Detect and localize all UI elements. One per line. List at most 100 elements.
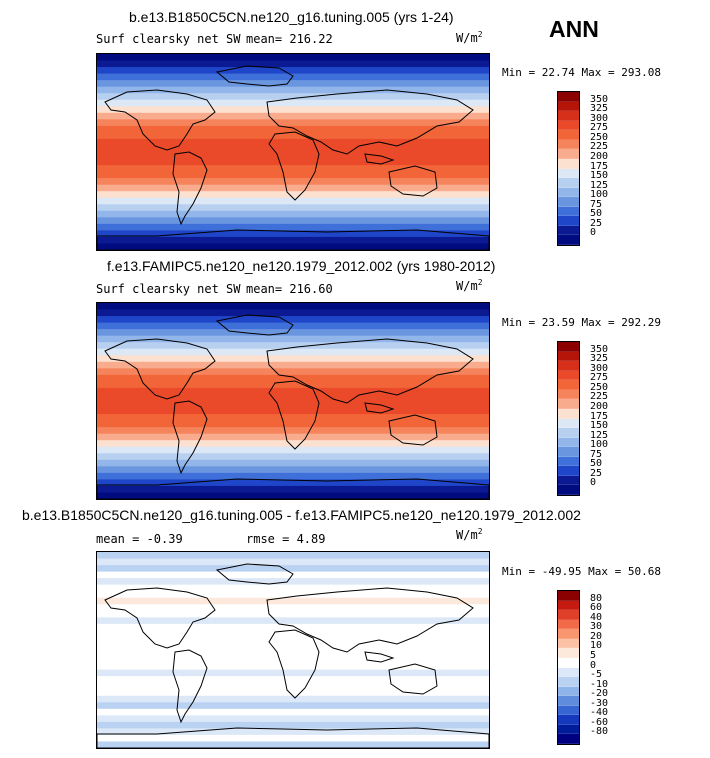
field-band: [97, 604, 489, 612]
colorbar-swatch: [558, 629, 579, 639]
colorbar-tick-label: 0: [590, 477, 597, 489]
field-band: [97, 394, 489, 402]
field-band: [97, 656, 489, 664]
colorbar-swatch: [558, 225, 579, 236]
field-band: [97, 584, 489, 592]
coastline: [97, 727, 489, 748]
field-band: [97, 132, 489, 140]
colorbar-tick-label: 25: [590, 217, 603, 229]
colorbar-swatch: [558, 389, 579, 400]
field-band: [97, 119, 489, 127]
field-band: [97, 342, 489, 350]
field-band: [97, 741, 489, 748]
panel-1-mean: mean= 216.22: [246, 32, 333, 46]
panel-3-units: W/m2: [456, 527, 483, 542]
colorbar-swatch: [558, 235, 579, 245]
coastline: [215, 563, 294, 585]
field-band: [97, 54, 489, 62]
field-band: [97, 676, 489, 684]
field-band: [97, 106, 489, 114]
colorbar-swatch: [558, 705, 579, 716]
colorbar-swatch: [558, 485, 579, 495]
field-band: [97, 446, 489, 454]
colorbar-swatch: [558, 418, 579, 429]
colorbar-tick-label: 175: [590, 410, 609, 422]
field-band: [97, 73, 489, 81]
field-band: [97, 492, 489, 499]
panel-3-map-svg: [97, 552, 489, 748]
colorbar-tick-label: 10: [590, 640, 603, 652]
field-band: [97, 721, 489, 729]
colorbar-swatch: [558, 600, 579, 611]
field-band: [97, 479, 489, 487]
panel-1-colorbar: [557, 91, 580, 246]
field-band: [97, 728, 489, 736]
panel-1-title: b.e13.B1850C5CN.ne120_g16.tuning.005 (yr…: [129, 9, 454, 25]
field-band: [97, 67, 489, 75]
colorbar-tick-label: 300: [590, 112, 609, 124]
coastline: [266, 89, 474, 155]
colorbar-swatch: [558, 466, 579, 476]
field-band: [97, 414, 489, 422]
coastline: [388, 414, 438, 446]
field-band: [97, 303, 489, 311]
colorbar-swatch: [558, 667, 579, 678]
field-band: [97, 112, 489, 120]
colorbar-swatch: [558, 168, 579, 179]
field-band: [97, 420, 489, 428]
field-band: [97, 715, 489, 723]
colorbar-swatch: [558, 206, 579, 217]
panel-1-units: W/m2: [456, 30, 483, 45]
colorbar-tick-label: 0: [590, 659, 597, 671]
colorbar-swatch: [558, 111, 579, 121]
colorbar-tick-label: 60: [590, 602, 603, 614]
field-band: [97, 571, 489, 579]
coastline: [268, 629, 320, 699]
coastline: [97, 478, 489, 499]
field-band: [97, 552, 489, 560]
colorbar-tick-label: -80: [590, 726, 609, 738]
field-band: [97, 669, 489, 677]
colorbar-swatch: [558, 696, 579, 706]
colorbar-swatch: [558, 638, 579, 649]
panel-2-map: [96, 302, 490, 500]
field-band: [97, 558, 489, 566]
panel-2-units: W/m2: [456, 278, 483, 293]
colorbar-swatch: [558, 734, 579, 744]
colorbar-swatch: [558, 437, 579, 448]
colorbar-swatch: [558, 92, 579, 102]
colorbar-tick-label: 150: [590, 420, 609, 432]
coastline: [104, 338, 216, 400]
colorbar-swatch: [558, 456, 579, 467]
colorbar-swatch: [558, 408, 579, 419]
field-band: [97, 223, 489, 231]
colorbar-swatch: [558, 610, 579, 620]
field-band: [97, 158, 489, 166]
colorbar-swatch: [558, 101, 579, 112]
field-band: [97, 689, 489, 697]
field-band: [97, 230, 489, 238]
colorbar-tick-label: 125: [590, 179, 609, 191]
colorbar-tick-label: -5: [590, 669, 603, 681]
colorbar-tick-label: 275: [590, 372, 609, 384]
colorbar-swatch: [558, 370, 579, 381]
colorbar-tick-label: -60: [590, 716, 609, 728]
field-band: [97, 407, 489, 415]
colorbar-tick-label: 100: [590, 189, 609, 201]
colorbar-swatch: [558, 351, 579, 362]
colorbar-tick-label: 75: [590, 448, 603, 460]
field-band: [97, 381, 489, 389]
colorbar-swatch: [558, 715, 579, 725]
field-band: [97, 86, 489, 94]
colorbar-swatch: [558, 380, 579, 390]
colorbar-swatch: [558, 399, 579, 409]
colorbar-swatch: [558, 342, 579, 352]
coastline: [388, 165, 438, 197]
field-band: [97, 309, 489, 317]
field-band: [97, 650, 489, 658]
colorbar-tick-label: 75: [590, 198, 603, 210]
field-band: [97, 636, 489, 644]
season-label: ANN: [549, 16, 599, 42]
colorbar-tick-label: 50: [590, 458, 603, 470]
panel-3-mean: mean = -0.39: [96, 532, 183, 546]
